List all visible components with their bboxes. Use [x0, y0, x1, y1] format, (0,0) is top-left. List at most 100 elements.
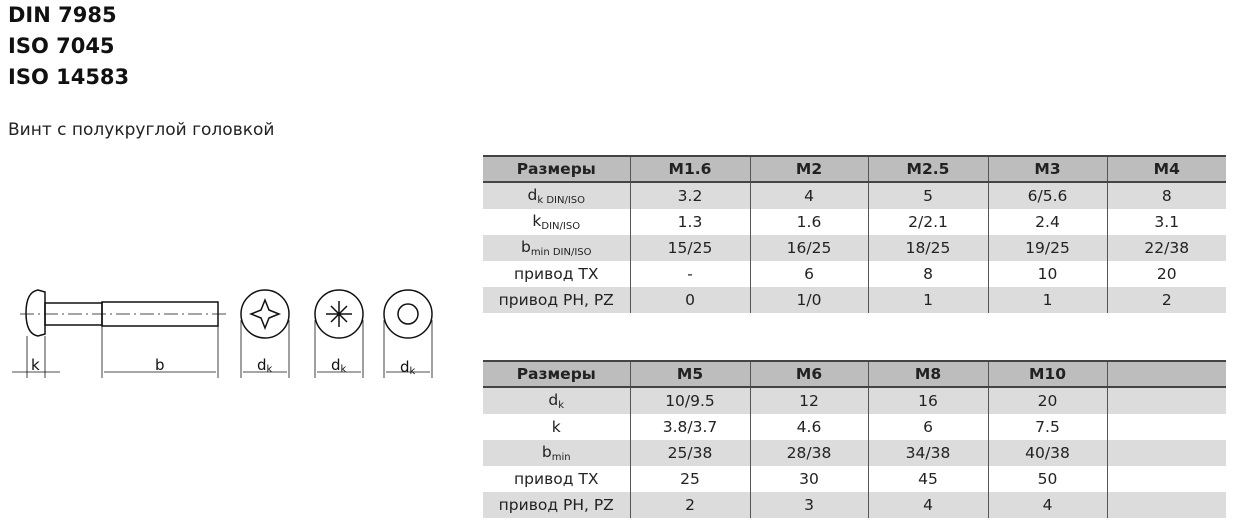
value-cell: 16/25: [749, 235, 868, 261]
header-cell: M6: [749, 360, 868, 388]
torx-head-view: [383, 289, 433, 378]
row-label: kDIN/ISO: [532, 212, 581, 232]
value-cell: -: [629, 261, 750, 287]
row-label: bmin DIN/ISO: [483, 235, 630, 261]
phillips-head-view: [240, 289, 290, 378]
standard-din: DIN 7985: [8, 3, 117, 27]
value-cell: 3.2: [629, 182, 750, 209]
value-cell: 40/38: [987, 440, 1107, 466]
value-cell: 20: [1106, 261, 1226, 287]
row-label: привод PH, PZ: [483, 287, 630, 313]
value-cell: 50: [987, 466, 1107, 492]
header-cell: M4: [1106, 155, 1226, 183]
value-cell: 34/38: [867, 440, 988, 466]
value-cell: 12: [749, 387, 868, 414]
row-label: bmin: [483, 440, 630, 466]
value-cell: 6: [867, 414, 988, 440]
screw-head: [25, 289, 46, 337]
value-cell: 20: [987, 387, 1107, 414]
table-row: привод TX -6 8 10 20: [483, 261, 1226, 287]
value-cell: 6/5.6: [987, 182, 1107, 209]
table-row: привод TX 25 30 45 50: [483, 466, 1226, 492]
row-label: k: [551, 418, 561, 436]
table-row: kDIN/ISO 1.3 1.6 2/2.1 2.4 3.1: [483, 209, 1226, 235]
table-row: bmin 25/38 28/38 34/38 40/38: [483, 440, 1226, 466]
value-cell: 18/25: [867, 235, 988, 261]
label-dk: dk: [257, 356, 273, 375]
value-cell: 10/9.5: [629, 387, 750, 414]
value-cell: 4.6: [749, 414, 868, 440]
label-dk: dk: [400, 358, 416, 377]
label-k: k: [31, 356, 40, 374]
row-label: привод PH, PZ: [483, 492, 630, 518]
screw-drawing: k b dk dk dk: [12, 289, 433, 378]
value-cell: [1106, 387, 1226, 414]
value-cell: 30: [749, 466, 868, 492]
header-cell: M8: [867, 360, 988, 388]
row-label: dk DIN/ISO: [483, 182, 630, 209]
value-cell: 2: [1106, 287, 1226, 313]
table-row: bmin DIN/ISO 15/25 16/25 18/25 19/25 22/38: [483, 235, 1226, 261]
value-cell: 8: [1106, 182, 1226, 209]
header-cell: [1106, 360, 1226, 388]
row-label: dk: [483, 387, 630, 414]
subtitle: Винт с полукруглой головкой: [8, 120, 275, 140]
value-cell: 3: [749, 492, 868, 518]
value-cell: 28/38: [749, 440, 868, 466]
value-cell: 5: [867, 182, 988, 209]
value-cell: 7.5: [987, 414, 1107, 440]
standard-iso-7045: ISO 7045: [8, 34, 115, 58]
value-cell: 3.8/3.7: [629, 414, 750, 440]
label-dk: dk: [331, 356, 347, 375]
value-cell: 8: [867, 261, 988, 287]
table-header: Размеры M1.6 M2 M2.5 M3 M4: [483, 155, 1226, 183]
label-b: b: [155, 356, 165, 374]
value-cell: 0: [629, 287, 750, 313]
header-cell: M10: [987, 360, 1107, 388]
table-row: dk DIN/ISO 3.2 4 5 6/5.6 8: [483, 182, 1226, 209]
value-cell: 2.4: [987, 209, 1107, 235]
value-cell: 1: [987, 287, 1107, 313]
value-cell: 1.6: [749, 209, 868, 235]
value-cell: 25/38: [629, 440, 750, 466]
value-cell: 1.3: [629, 209, 750, 235]
value-cell: [1106, 466, 1226, 492]
table-row: привод PH, PZ 0 1/0 1 1 2: [483, 287, 1226, 313]
value-cell: [1106, 440, 1226, 466]
table-row: k 3.8/3.7 4.6 6 7.5: [483, 414, 1226, 440]
value-cell: 3.1: [1106, 209, 1226, 235]
table-row: привод PH, PZ 2 3 4 4: [483, 492, 1226, 518]
table-row: dk 10/9.5 12 16 20: [483, 387, 1226, 414]
value-cell: 1/0: [749, 287, 868, 313]
table-header: Размеры M5 M6 M8 M10: [483, 360, 1226, 388]
value-cell: 4: [867, 492, 988, 518]
value-cell: 4: [987, 492, 1107, 518]
value-cell: 4: [749, 182, 868, 209]
row-label: привод TX: [514, 470, 599, 488]
value-cell: 16: [867, 387, 988, 414]
value-cell: 10: [987, 261, 1107, 287]
header-cell: M3: [987, 155, 1107, 183]
sizes-table-2: Размеры M5 M6 M8 M10 dk 10/9.5 12 16 20 k 3.8/3.7 4.…: [483, 360, 1226, 518]
header-cell: M1.6: [629, 155, 750, 183]
header-cell: M2.5: [867, 155, 988, 183]
header-cell: M5: [629, 360, 750, 388]
header-cell: Размеры: [483, 155, 630, 183]
value-cell: 15/25: [629, 235, 750, 261]
header-cell: Размеры: [483, 360, 630, 388]
pozidriv-head-view: [314, 289, 364, 378]
value-cell: 45: [867, 466, 988, 492]
value-cell: 25: [629, 466, 750, 492]
row-label: привод TX: [514, 265, 599, 283]
sizes-table-1: Размеры M1.6 M2 M2.5 M3 M4 dk DIN/ISO 3.2 4 5 6/5.…: [483, 155, 1226, 313]
value-cell: 19/25: [987, 235, 1107, 261]
standard-iso-14583: ISO 14583: [8, 65, 130, 89]
value-cell: 22/38: [1106, 235, 1226, 261]
value-cell: [1106, 414, 1226, 440]
value-cell: 2: [629, 492, 750, 518]
header-cell: M2: [749, 155, 868, 183]
value-cell: 1: [867, 287, 988, 313]
value-cell: [1106, 492, 1226, 518]
value-cell: 2/2.1: [867, 209, 988, 235]
value-cell: 6: [749, 261, 868, 287]
